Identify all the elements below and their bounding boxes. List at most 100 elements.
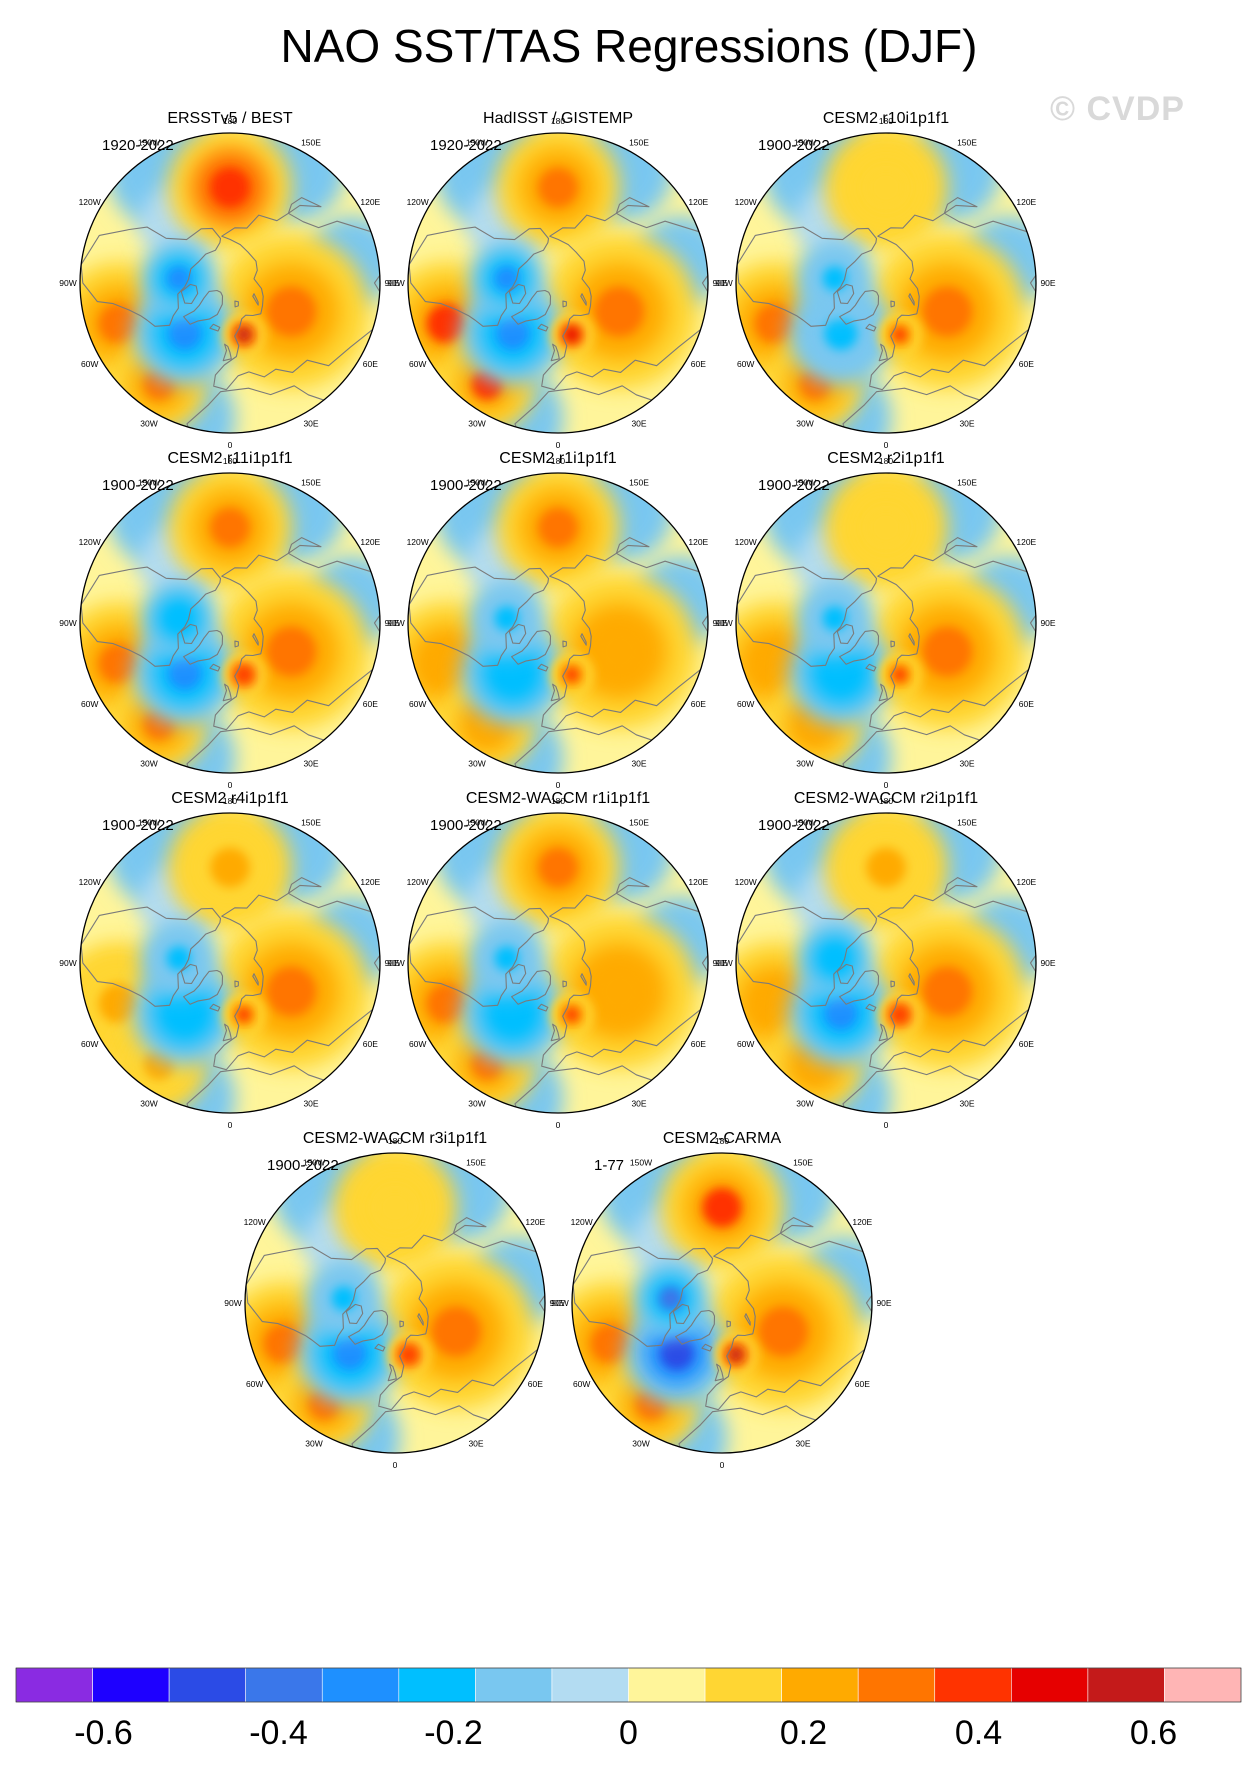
longitude-label: 90W: [224, 1298, 241, 1308]
longitude-label: 90W: [387, 958, 404, 968]
longitude-label: 90E: [1040, 278, 1055, 288]
field-blob-subpolar: [496, 316, 530, 350]
coastline: [348, 1309, 389, 1345]
panel-period: 1920-2022: [430, 137, 502, 154]
longitude-label: 30E: [959, 758, 974, 768]
longitude-label: 120E: [1016, 877, 1036, 887]
longitude-label: 150E: [466, 1158, 486, 1168]
colorbar-tick-label: 0.6: [1130, 1714, 1177, 1752]
coastline: [186, 725, 364, 773]
longitude-label: 180: [879, 456, 893, 466]
coastline: [508, 963, 527, 985]
coastline: [744, 1313, 751, 1326]
coastline: [80, 906, 222, 1007]
map-field: [80, 813, 380, 1113]
field-blob-pacific: [538, 167, 578, 208]
coastline: [537, 1003, 549, 1012]
longitude-label: 90E: [549, 1298, 564, 1308]
longitude-label: 30E: [631, 1098, 646, 1108]
field-blob-atlantic_belt: [754, 983, 795, 1024]
coastline: [213, 552, 380, 731]
coastline: [408, 566, 550, 667]
coastline: [736, 566, 878, 667]
coastline: [287, 877, 322, 894]
longitude-label: 30W: [305, 1438, 322, 1448]
longitude-label: 60W: [246, 1379, 263, 1389]
coastline: [865, 323, 877, 332]
coastline: [865, 663, 877, 672]
longitude-label: 120W: [735, 877, 757, 887]
field-blob-eurasia: [266, 966, 317, 1017]
coastline: [714, 1363, 724, 1382]
coastline: [839, 969, 880, 1005]
longitude-label: 150E: [629, 478, 649, 488]
colorbar-tick-label: -0.4: [249, 1714, 308, 1752]
panel-period: 1900-2022: [758, 477, 830, 494]
coastline: [452, 1217, 487, 1234]
field-blob-atlantic_belt: [754, 303, 795, 344]
longitude-label: 90E: [1040, 618, 1055, 628]
longitude-label: 0: [556, 780, 561, 790]
longitude-label: 30E: [795, 1438, 810, 1448]
coastline: [580, 633, 587, 646]
map-border: [244, 1152, 546, 1454]
longitude-label: 30E: [468, 1438, 483, 1448]
coastline: [890, 300, 895, 308]
longitude-label: 60E: [1019, 699, 1034, 709]
field-blob-atlantic_belt: [426, 643, 467, 684]
longitude-label: 180: [223, 116, 237, 126]
field-blob-eurasia: [922, 966, 973, 1017]
map-border: [735, 472, 1037, 774]
coastline: [562, 980, 567, 988]
coastline: [550, 683, 560, 702]
longitude-label: 30E: [631, 758, 646, 768]
coastline: [836, 283, 855, 305]
field-blob-eurasia: [922, 286, 973, 337]
longitude-label: 30E: [303, 758, 318, 768]
longitude-label: 120W: [735, 537, 757, 547]
coastline: [514, 385, 692, 433]
coastline: [378, 1232, 545, 1411]
map-field: [572, 1153, 872, 1453]
field-blob-nearctic: [166, 606, 191, 631]
panel-period: 1900-2022: [758, 817, 830, 834]
longitude-label: 120E: [360, 877, 380, 887]
colorbar-swatch: [934, 1667, 1012, 1703]
longitude-label: 90W: [387, 618, 404, 628]
field-blob-scandinavia: [892, 327, 907, 342]
longitude-label: 30E: [303, 1098, 318, 1108]
coastline: [252, 633, 259, 646]
colorbar-swatch: [1087, 1667, 1165, 1703]
coastline: [615, 197, 650, 214]
map-panel: 180 150E 120E 90E 60E 30E 0 30W 60W 90W 120W 150W CE…: [715, 110, 1056, 450]
longitude-label: 120W: [79, 537, 101, 547]
map-field: [80, 133, 380, 433]
coastline: [541, 892, 708, 1071]
coastline: [186, 1065, 364, 1113]
colorbar-swatch: [551, 1667, 629, 1703]
coastline: [890, 980, 895, 988]
map-border: [735, 812, 1037, 1114]
map-field: [736, 473, 1036, 773]
map-field: [80, 473, 380, 773]
panel-title: CESM2 r10i1p1f1: [823, 110, 949, 127]
longitude-label: 90E: [1040, 958, 1055, 968]
longitude-label: 30E: [303, 418, 318, 428]
map-panel: 180 150E 120E 90E 60E 30E 0 30W 60W 90W 120W 150W CE…: [387, 790, 728, 1130]
panel-period: 1900-2022: [430, 477, 502, 494]
field-blob-pacific: [538, 847, 578, 888]
longitude-label: 0: [884, 1120, 889, 1130]
field-blob-subpolar: [333, 1336, 367, 1370]
field-blob-subpolar: [824, 316, 858, 350]
map-panel: 180 150E 120E 90E 60E 30E 0 30W 60W 90W 120W 150W CE…: [551, 1130, 892, 1470]
longitude-label: 30W: [468, 758, 485, 768]
longitude-label: 30W: [796, 418, 813, 428]
longitude-label: 90E: [384, 278, 399, 288]
longitude-label: 120W: [407, 197, 429, 207]
field-blob-subpolar: [168, 316, 202, 350]
colorbar-swatch: [1011, 1667, 1089, 1703]
coastline: [842, 1065, 1020, 1113]
longitude-label: 90E: [384, 958, 399, 968]
longitude-label: 120E: [1016, 197, 1036, 207]
longitude-label: 60W: [81, 1039, 98, 1049]
